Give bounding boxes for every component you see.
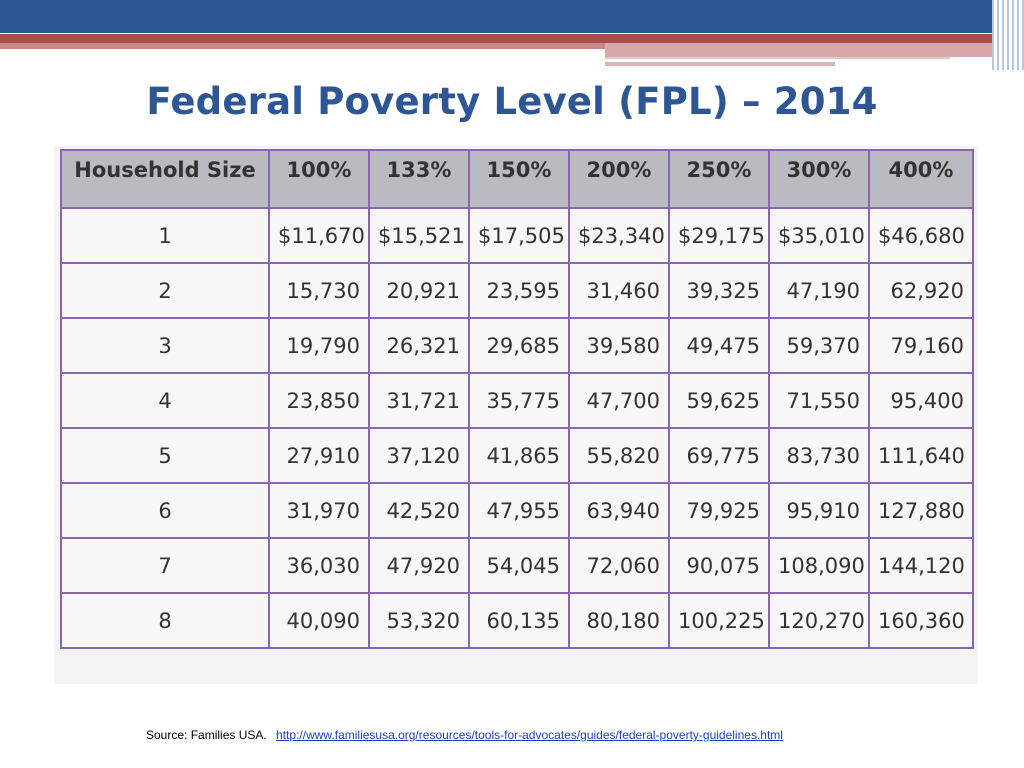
income-cell: 36,030 <box>268 537 370 594</box>
banner-accent-line <box>605 57 950 59</box>
table-row: 8 40,090 53,320 60,135 80,180 100,225 120,270 1… <box>60 592 974 649</box>
income-cell: 59,625 <box>668 372 770 429</box>
income-cell: 100,225 <box>668 592 770 649</box>
income-cell: 62,920 <box>868 262 974 319</box>
income-cell: 111,640 <box>868 427 974 484</box>
banner-stripes <box>992 0 1024 70</box>
table-row: 3 19,790 26,321 29,685 39,580 49,475 59,370 79,… <box>60 317 974 374</box>
header-banner <box>0 0 1024 70</box>
income-cell: 47,190 <box>768 262 870 319</box>
table-header-row: Household Size 100% 133% 150% 200% 250% … <box>60 149 974 209</box>
banner-accent-line-lower <box>605 62 835 66</box>
income-cell: $35,010 <box>768 207 870 264</box>
income-cell: 71,550 <box>768 372 870 429</box>
household-size-cell: 5 <box>60 427 270 484</box>
column-header-household-size: Household Size <box>60 149 270 209</box>
table-row: 4 23,850 31,721 35,775 47,700 59,625 71,550 95,… <box>60 372 974 429</box>
table-row: 7 36,030 47,920 54,045 72,060 90,075 108,090 14… <box>60 537 974 594</box>
banner-blue-band <box>0 0 1024 33</box>
income-cell: 160,360 <box>868 592 974 649</box>
income-cell: 120,270 <box>768 592 870 649</box>
income-cell: 83,730 <box>768 427 870 484</box>
income-cell: 35,775 <box>468 372 570 429</box>
table-row: 1 $11,670 $15,521 $17,505 $23,340 $29,175 $35,… <box>60 207 974 264</box>
income-cell: 69,775 <box>668 427 770 484</box>
household-size-cell: 3 <box>60 317 270 374</box>
income-cell: 79,925 <box>668 482 770 539</box>
income-cell: 29,685 <box>468 317 570 374</box>
income-cell: 20,921 <box>368 262 470 319</box>
banner-red-band <box>0 34 1024 43</box>
source-link[interactable]: http://www.familiesusa.org/resources/too… <box>276 728 783 742</box>
income-cell: $11,670 <box>268 207 370 264</box>
income-cell: 41,865 <box>468 427 570 484</box>
income-cell: 54,045 <box>468 537 570 594</box>
income-cell: 39,580 <box>568 317 670 374</box>
source-label: Source: Families USA. <box>146 728 267 742</box>
income-cell: $46,680 <box>868 207 974 264</box>
household-size-cell: 2 <box>60 262 270 319</box>
household-size-cell: 8 <box>60 592 270 649</box>
income-cell: 144,120 <box>868 537 974 594</box>
income-cell: 108,090 <box>768 537 870 594</box>
income-cell: 39,325 <box>668 262 770 319</box>
income-cell: 127,880 <box>868 482 974 539</box>
fpl-table-container: Household Size 100% 133% 150% 200% 250% … <box>54 146 978 684</box>
income-cell: 63,940 <box>568 482 670 539</box>
banner-pink-band <box>605 43 1024 57</box>
income-cell: 23,595 <box>468 262 570 319</box>
income-cell: 53,320 <box>368 592 470 649</box>
household-size-cell: 6 <box>60 482 270 539</box>
income-cell: 47,920 <box>368 537 470 594</box>
income-cell: 47,700 <box>568 372 670 429</box>
income-cell: $29,175 <box>668 207 770 264</box>
income-cell: $15,521 <box>368 207 470 264</box>
column-header-100: 100% <box>268 149 370 209</box>
income-cell: 95,400 <box>868 372 974 429</box>
income-cell: 27,910 <box>268 427 370 484</box>
household-size-cell: 1 <box>60 207 270 264</box>
fpl-table: Household Size 100% 133% 150% 200% 250% … <box>60 149 974 649</box>
income-cell: 80,180 <box>568 592 670 649</box>
income-cell: 49,475 <box>668 317 770 374</box>
income-cell: 15,730 <box>268 262 370 319</box>
income-cell: $17,505 <box>468 207 570 264</box>
income-cell: 72,060 <box>568 537 670 594</box>
income-cell: 31,721 <box>368 372 470 429</box>
income-cell: 40,090 <box>268 592 370 649</box>
column-header-133: 133% <box>368 149 470 209</box>
income-cell: 19,790 <box>268 317 370 374</box>
household-size-cell: 4 <box>60 372 270 429</box>
income-cell: 37,120 <box>368 427 470 484</box>
income-cell: 31,970 <box>268 482 370 539</box>
table-row: 2 15,730 20,921 23,595 31,460 39,325 47,190 62,… <box>60 262 974 319</box>
income-cell: 95,910 <box>768 482 870 539</box>
household-size-cell: 7 <box>60 537 270 594</box>
income-cell: 59,370 <box>768 317 870 374</box>
source-citation: Source: Families USA. http://www.familie… <box>146 728 783 742</box>
income-cell: $23,340 <box>568 207 670 264</box>
income-cell: 31,460 <box>568 262 670 319</box>
income-cell: 23,850 <box>268 372 370 429</box>
income-cell: 90,075 <box>668 537 770 594</box>
column-header-150: 150% <box>468 149 570 209</box>
income-cell: 47,955 <box>468 482 570 539</box>
column-header-200: 200% <box>568 149 670 209</box>
income-cell: 42,520 <box>368 482 470 539</box>
banner-red-band-lower <box>0 43 605 49</box>
table-row: 5 27,910 37,120 41,865 55,820 69,775 83,730 111… <box>60 427 974 484</box>
income-cell: 60,135 <box>468 592 570 649</box>
slide-title: Federal Poverty Level (FPL) – 2014 <box>146 80 878 123</box>
income-cell: 55,820 <box>568 427 670 484</box>
table-row: 6 31,970 42,520 47,955 63,940 79,925 95,910 127… <box>60 482 974 539</box>
column-header-300: 300% <box>768 149 870 209</box>
column-header-250: 250% <box>668 149 770 209</box>
income-cell: 79,160 <box>868 317 974 374</box>
column-header-400: 400% <box>868 149 974 209</box>
income-cell: 26,321 <box>368 317 470 374</box>
